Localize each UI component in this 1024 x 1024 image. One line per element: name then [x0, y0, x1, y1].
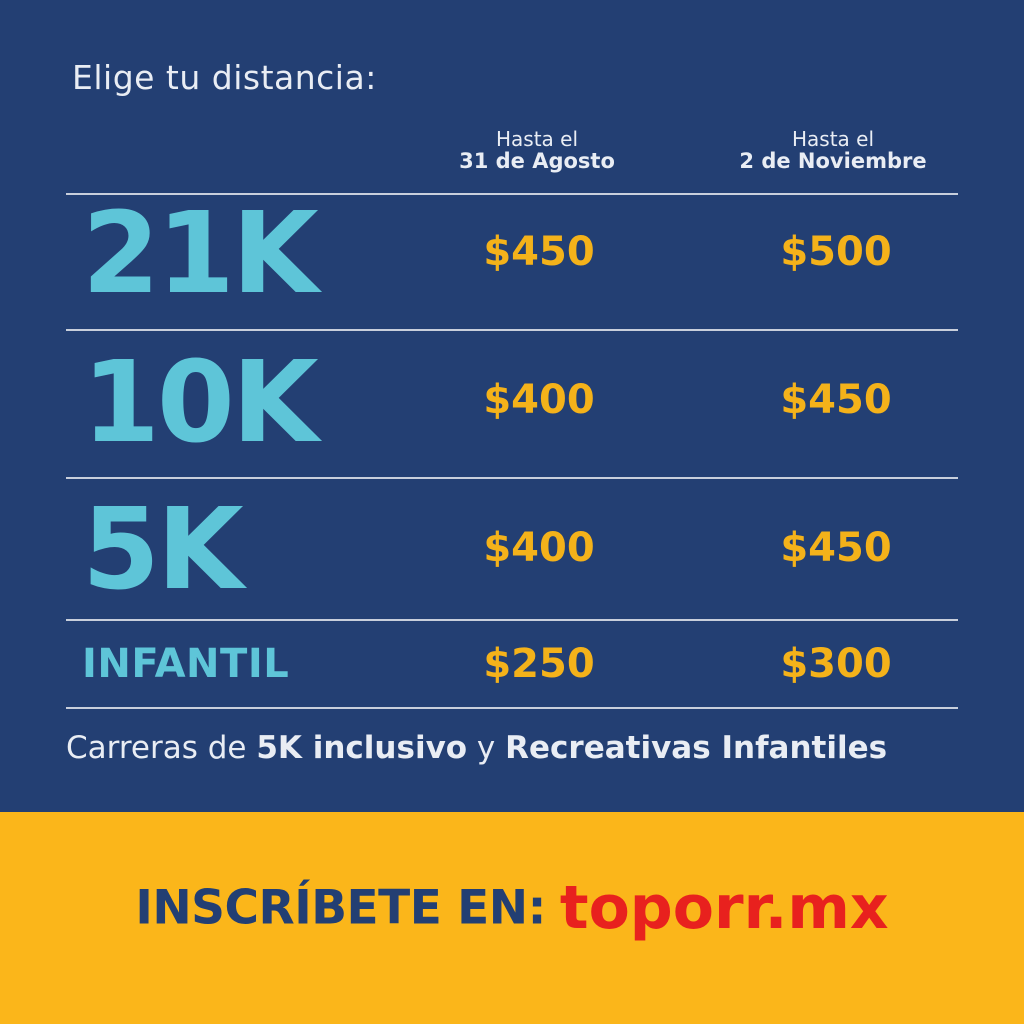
table-divider [66, 707, 958, 709]
price-10k-early: $400 [483, 377, 595, 423]
table-divider [66, 193, 958, 195]
price-panel: Elige tu distancia: Hasta el 31 de Agost… [66, 58, 966, 766]
distance-5k: 5K [82, 485, 244, 615]
page-title: Elige tu distancia: [72, 58, 377, 97]
price-21k-late: $500 [780, 229, 892, 275]
table-divider [66, 329, 958, 331]
races-note-prefix: Carreras de [66, 730, 257, 766]
column-header-line2: 2 de Noviembre [739, 149, 927, 173]
distance-21k: 21K [82, 189, 319, 319]
price-infantil-early: $250 [483, 641, 595, 687]
column-header-line2: 31 de Agosto [459, 149, 615, 173]
signup-label: INSCRÍBETE EN: [135, 880, 546, 936]
price-10k-late: $450 [780, 377, 892, 423]
price-5k-late: $450 [780, 525, 892, 571]
races-note: Carreras de 5K inclusivo y Recreativas I… [66, 730, 966, 766]
table-divider [66, 619, 958, 621]
distance-10k: 10K [82, 338, 319, 468]
races-note-middle: y [467, 730, 506, 766]
races-note-inclusive: 5K inclusivo [256, 730, 468, 766]
signup-url-link[interactable]: toporr.mx [559, 873, 889, 943]
column-header-deadline-1: Hasta el 31 de Agosto [407, 128, 667, 172]
price-5k-early: $400 [483, 525, 595, 571]
table-divider [66, 477, 958, 479]
distance-infantil: INFANTIL [82, 641, 290, 687]
column-header-deadline-2: Hasta el 2 de Noviembre [703, 128, 963, 172]
price-infantil-late: $300 [780, 641, 892, 687]
column-header-line1: Hasta el [791, 127, 875, 151]
column-header-line1: Hasta el [495, 127, 579, 151]
price-21k-early: $450 [483, 229, 595, 275]
races-note-kids: Recreativas Infantiles [505, 730, 888, 766]
signup-banner [0, 812, 1024, 1024]
signup-call-to-action: INSCRÍBETE EN: toporr.mx [0, 873, 1024, 943]
